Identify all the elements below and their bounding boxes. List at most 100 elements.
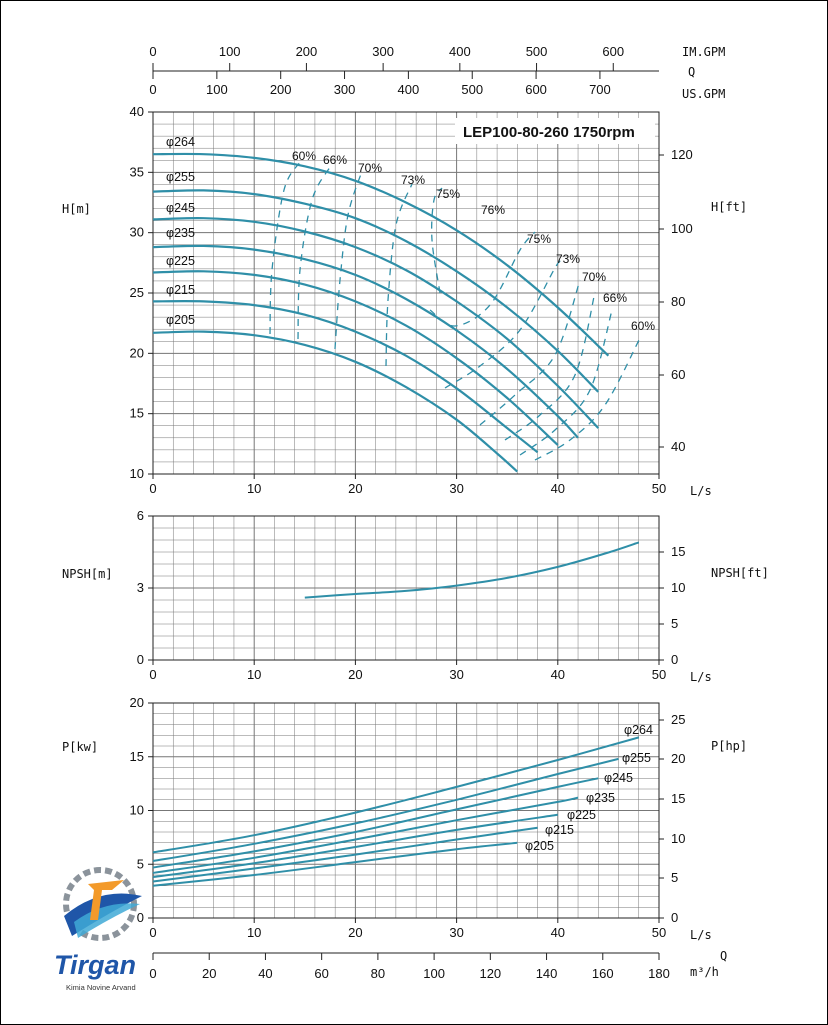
head-curve-φ235 (152, 244, 579, 439)
m3h-tick-label: 40 (258, 966, 272, 981)
y-axis-label: NPSH[m] (62, 567, 113, 581)
y-right-tick-label: 100 (671, 221, 693, 236)
q-top-label: Q (688, 65, 695, 79)
y-right-tick-label: 5 (671, 616, 678, 631)
y-tick-label: 10 (130, 803, 144, 818)
power-curve-φ264 (152, 736, 640, 854)
m3h-unit-label: m³/h (690, 965, 719, 979)
efficiency-contour (385, 183, 413, 367)
m3h-tick-label: 20 (202, 966, 216, 981)
efficiency-contour (504, 291, 596, 441)
power-curve-φ225 (152, 813, 558, 879)
im-gpm-tick-label: 200 (296, 44, 318, 59)
logo-subtitle-text: Kimia Novine Arvand (66, 983, 136, 992)
y-right-tick-label: 60 (671, 367, 685, 382)
im-gpm-tick-label: 500 (526, 44, 548, 59)
m3h-tick-label: 60 (314, 966, 328, 981)
y-tick-label: 0 (137, 652, 144, 667)
x-tick-label: 20 (348, 667, 362, 682)
im-gpm-tick-label: 600 (602, 44, 624, 59)
m3h-tick-label: 180 (648, 966, 670, 981)
npsh-curve (304, 541, 640, 599)
power-curve-label: φ245 (604, 771, 633, 785)
x-tick-label: 30 (449, 925, 463, 940)
x-tick-label: 0 (149, 667, 156, 682)
power-curve-label: φ215 (545, 823, 574, 837)
x-tick-label: 10 (247, 925, 261, 940)
y-tick-label: 3 (137, 580, 144, 595)
us-gpm-label: US.GPM (682, 87, 725, 101)
y-right-tick-label: 10 (671, 580, 685, 595)
title-backdrop (455, 118, 655, 144)
efficiency-contour (444, 260, 561, 389)
x-tick-label: 0 (149, 481, 156, 496)
im-gpm-tick-label: 100 (219, 44, 241, 59)
power-curve-φ255 (152, 757, 619, 862)
head-curve-φ255 (152, 189, 600, 393)
efficiency-contour (519, 309, 613, 456)
x-tick-label: 10 (247, 667, 261, 682)
head-curve-φ215 (152, 300, 539, 454)
y-tick-label: 5 (137, 856, 144, 871)
head-curve-φ225 (152, 270, 559, 446)
y-tick-label: 25 (130, 285, 144, 300)
y-tick-label: 6 (137, 508, 144, 523)
plot-frame (152, 111, 660, 475)
power-curve-label: φ255 (622, 751, 651, 765)
efficiency-label: 66% (323, 153, 347, 167)
y-right-tick-label: 120 (671, 147, 693, 162)
y-tick-label: 15 (130, 406, 144, 421)
company-logo: Tirgan Kimia Novine Arvand (54, 867, 142, 992)
y-right-tick-label: 15 (671, 791, 685, 806)
y-right-tick-label: 10 (671, 831, 685, 846)
y-tick-label: 20 (130, 345, 144, 360)
y-right-tick-label: 20 (671, 751, 685, 766)
efficiency-contour (429, 231, 536, 327)
x-tick-label: 50 (652, 667, 666, 682)
y-right-axis-label: P[hp] (711, 739, 747, 753)
power-curve-φ235 (152, 796, 579, 874)
im-gpm-tick-label: 400 (449, 44, 471, 59)
y-right-tick-label: 25 (671, 712, 685, 727)
y-right-axis-label: H[ft] (711, 200, 747, 214)
m3h-tick-label: 120 (479, 966, 501, 981)
x-tick-label: 40 (551, 667, 565, 682)
m3h-tick-label: 0 (149, 966, 156, 981)
efficiency-contour (334, 170, 363, 350)
chart-title: LEP100-80-260 1750rpm (463, 124, 635, 141)
power-curve-label: φ264 (624, 723, 653, 737)
plot-frame (152, 702, 660, 919)
x-tick-label: 10 (247, 481, 261, 496)
power-curve-label: φ235 (586, 791, 615, 805)
power-curve-label: φ225 (567, 808, 596, 822)
x-tick-label: 50 (652, 481, 666, 496)
y-right-tick-label: 40 (671, 439, 685, 454)
im-gpm-label: IM.GPM (682, 45, 725, 59)
us-gpm-tick-label: 700 (589, 82, 611, 97)
m3h-tick-label: 160 (592, 966, 614, 981)
efficiency-contour (297, 166, 331, 340)
us-gpm-tick-label: 600 (525, 82, 547, 97)
efficiency-contour (534, 337, 641, 461)
logo-brand-text: Tirgan (54, 950, 136, 980)
y-right-tick-label: 80 (671, 294, 685, 309)
y-tick-label: 40 (130, 104, 144, 119)
m3h-tick-label: 80 (371, 966, 385, 981)
us-gpm-tick-label: 400 (398, 82, 420, 97)
efficiency-label: 60% (631, 319, 655, 333)
m3h-tick-label: 140 (536, 966, 558, 981)
efficiency-label: 70% (582, 270, 606, 284)
x-tick-label: 40 (551, 925, 565, 940)
efficiency-contour (269, 161, 301, 335)
efficiency-label: 75% (527, 232, 551, 246)
head-curve-label: φ205 (166, 313, 195, 327)
us-gpm-tick-label: 200 (270, 82, 292, 97)
head-curve-label: φ264 (166, 135, 195, 149)
x-tick-label: 40 (551, 481, 565, 496)
x-tick-label: 30 (449, 667, 463, 682)
head-curve-φ264 (152, 152, 610, 357)
im-gpm-tick-label: 300 (372, 44, 394, 59)
y-right-tick-label: 15 (671, 544, 685, 559)
y-axis-label: P[kw] (62, 740, 98, 754)
